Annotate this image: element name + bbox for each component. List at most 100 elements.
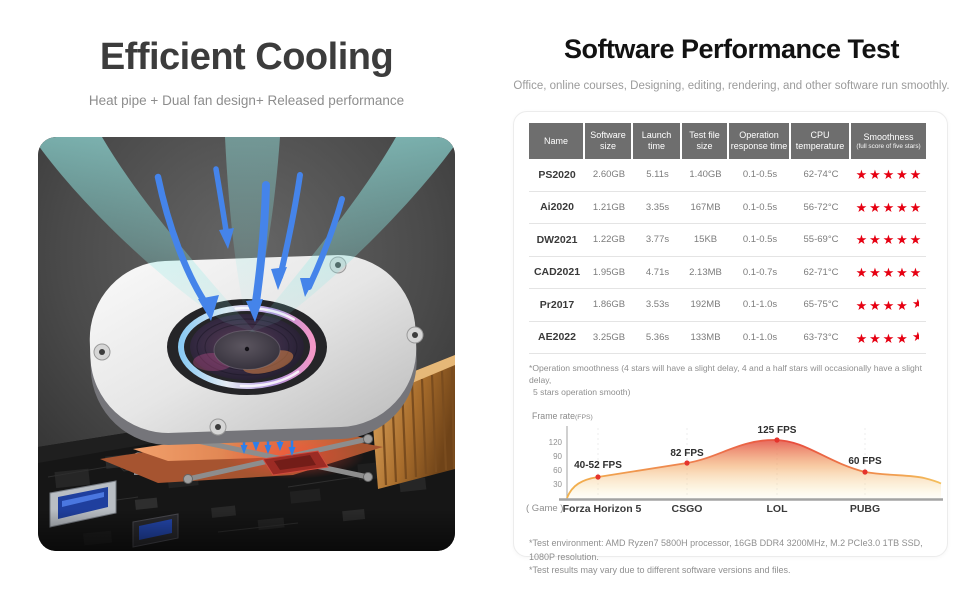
star-icon: ★ — [855, 264, 868, 280]
performance-card: Name Software size Launch time Test file si… — [513, 111, 948, 575]
test-footnote-2: *Test results may vary due to different … — [529, 565, 791, 576]
cell-name: AE2022 — [538, 331, 576, 344]
cell-cpu_temperature: 65-75°C — [803, 299, 839, 311]
half-star-icon: ★ — [912, 297, 919, 311]
star-icon: ★ — [869, 330, 881, 346]
point-label-csgo: 82 FPS — [670, 448, 704, 460]
star-icon: ★ — [869, 298, 881, 314]
star-icon: ★ — [882, 264, 895, 280]
star-icon: ★ — [855, 199, 868, 215]
star-icon: ★ — [896, 330, 908, 346]
star-icon: ★ — [896, 264, 908, 280]
game-label-pubg: PUBG — [849, 503, 881, 516]
column-header-5: CPU temperature — [791, 123, 851, 159]
cell-operation_response_time: 0.1-0.5s — [742, 201, 778, 213]
cell-cpu_temperature: 62-74°C — [803, 169, 839, 181]
cell-test_file_size: 192MB — [690, 299, 721, 311]
star-rating: ★ ★ ★ ★ ★ — [851, 330, 926, 345]
cell-test_file_size: 167MB — [690, 201, 721, 213]
cell-operation_response_time: 0.1-1.0s — [742, 331, 778, 343]
cell-operation_response_time: 0.1-1.0s — [742, 299, 778, 311]
data-points — [595, 437, 868, 480]
game-label-csgo: CSGO — [671, 503, 703, 516]
star-icon: ★ — [909, 167, 922, 183]
footnote-line-1: *Operation smoothness (4 stars will have… — [529, 363, 922, 386]
chart-title: Frame rate(FPS) — [532, 411, 593, 422]
star-icon: ★ — [855, 330, 868, 346]
airflow-arrows — [154, 166, 345, 322]
column-header-0: Name — [529, 123, 585, 159]
column-header-1: Software size — [585, 123, 633, 159]
ytick-90: 90 — [553, 452, 562, 462]
table-footnote: *Operation smoothness (4 stars will have… — [529, 362, 927, 398]
cell-launch_time: 3.35s — [645, 201, 670, 213]
table-row: AE2022 3.25GB 5.36s 133MB 0.1-1.0s 63-73°C ★ ★ ★… — [529, 322, 926, 354]
cell-cpu_temperature: 56-72°C — [803, 201, 839, 213]
cooling-fan-render — [38, 137, 455, 551]
cell-software_size: 1.21GB — [592, 201, 626, 213]
star-icon: ★ — [882, 232, 895, 248]
footnote-line-2: 5 stars operation smooth) — [533, 387, 631, 398]
star-icon: ★ — [896, 232, 908, 248]
cell-name: PS2020 — [538, 168, 576, 181]
cell-software_size: 3.25GB — [592, 331, 626, 343]
cell-launch_time: 3.77s — [645, 234, 670, 246]
ytick-60: 60 — [553, 466, 562, 476]
cell-launch_time: 5.11s — [646, 169, 669, 181]
star-icon: ★ — [869, 264, 881, 280]
star-icon: ★ — [855, 167, 868, 183]
point-label-forza: 40-52 FPS — [574, 460, 622, 472]
cell-software_size: 1.22GB — [592, 234, 626, 246]
point-label-pubg: 60 FPS — [848, 456, 882, 468]
half-star-icon: ★ — [912, 329, 919, 343]
cell-operation_response_time: 0.1-0.5s — [742, 169, 778, 181]
star-icon: ★ — [909, 264, 922, 280]
cell-cpu_temperature: 63-73°C — [803, 331, 839, 343]
star-icon: ★ — [896, 298, 908, 314]
star-rating: ★ ★ ★ ★ ★ — [851, 297, 926, 312]
cell-test_file_size: 133MB — [690, 331, 721, 343]
star-icon: ★ — [909, 232, 922, 248]
star-icon: ★ — [882, 199, 895, 215]
column-header-2: Launch time — [633, 123, 682, 159]
star-icon: ★ — [869, 199, 881, 215]
star-icon: ★ — [855, 298, 868, 314]
airflow-streams — [38, 137, 455, 333]
area-plot — [559, 426, 943, 501]
cell-name: CAD2021 — [533, 266, 581, 279]
frame-rate-chart: Frame rate(FPS) 120 90 60 30 — [514, 411, 947, 516]
table-row: PS2020 2.60GB 5.11s 1.40GB 0.1-0.5s 62-74°C ★ ★… — [529, 159, 926, 192]
cell-cpu_temperature: 62-71°C — [803, 266, 839, 278]
blower-fan — [89, 255, 424, 445]
right-subtitle: Office, online courses, Designing, editi… — [513, 80, 950, 92]
table-row: DW2021 1.22GB 3.77s 15KB 0.1-0.5s 55-69°C ★ ★ ★ ★… — [529, 224, 926, 257]
cell-name: Ai2020 — [540, 201, 574, 214]
area-fill — [567, 440, 941, 500]
left-subtitle: Heat pipe + Dual fan design+ Released pe… — [88, 93, 405, 108]
chart-title-unit: (FPS) — [575, 414, 593, 422]
test-footnotes: *Test environment: AMD Ryzen7 5800H proc… — [529, 537, 927, 578]
cell-launch_time: 3.53s — [645, 299, 670, 311]
cell-test_file_size: 15KB — [693, 234, 718, 246]
cell-launch_time: 4.71s — [645, 266, 670, 278]
star-icon: ★ — [909, 199, 922, 215]
fan-intake — [167, 299, 327, 395]
performance-table: Name Software size Launch time Test file si… — [529, 123, 926, 354]
cell-name: Pr2017 — [539, 298, 575, 311]
left-title: Efficient Cooling — [99, 36, 394, 78]
table-row: Ai2020 1.21GB 3.35s 167MB 0.1-0.5s 56-72°C ★ ★ ★… — [529, 192, 926, 224]
star-rating: ★ ★ ★ ★ ★ — [851, 266, 926, 279]
cell-operation_response_time: 0.1-0.5s — [742, 234, 778, 246]
star-rating: ★ ★ ★ ★ ★ — [851, 233, 926, 246]
star-icon: ★ — [882, 330, 895, 346]
game-axis-prefix: ( Game ) — [526, 503, 564, 515]
star-icon: ★ — [855, 232, 868, 248]
cooling-illustration — [38, 137, 455, 551]
cell-cpu_temperature: 55-69°C — [803, 234, 839, 246]
star-icon: ★ — [882, 298, 895, 314]
right-title: Software Performance Test — [563, 34, 900, 64]
column-header-6: Smoothness (full score of five stars) — [851, 123, 926, 159]
cell-software_size: 2.60GB — [592, 169, 626, 181]
table-row: CAD2021 1.95GB 4.71s 2.13MB 0.1-0.7s 62-71°C ★… — [529, 257, 926, 289]
